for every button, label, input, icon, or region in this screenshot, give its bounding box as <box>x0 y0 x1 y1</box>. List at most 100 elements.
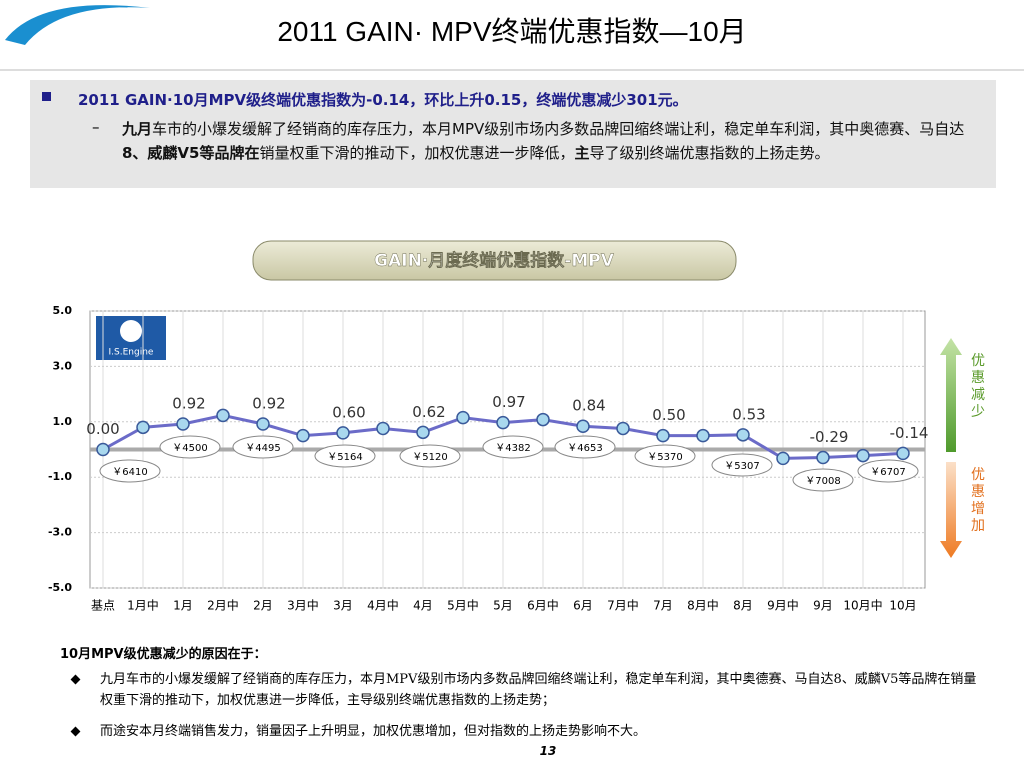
price-label: ￥4653 <box>567 443 602 454</box>
page-number: 13 <box>539 744 557 758</box>
x-tick-label: 10月 <box>889 599 916 613</box>
point <box>576 419 590 433</box>
x-tick-label: 7月 <box>653 599 673 613</box>
value-label: 0.60 <box>332 403 365 421</box>
point <box>856 448 870 463</box>
note-text: 九月车市的小爆发缓解了经销商的库存压力，本月MPV级别市场内多数品牌回缩终端让利… <box>100 672 977 708</box>
value-label: 0.97 <box>492 393 525 411</box>
bullet <box>42 92 51 101</box>
point <box>696 428 710 443</box>
point <box>776 451 790 466</box>
x-tick-label: 4月中 <box>367 598 399 613</box>
point <box>536 412 550 427</box>
y-tick-label: -3.0 <box>48 526 72 539</box>
point <box>616 421 630 436</box>
x-tick-label: 6月中 <box>527 598 559 613</box>
point <box>896 446 910 461</box>
chart-title-banner <box>252 240 737 281</box>
x-tick-label: 10月中 <box>843 598 882 613</box>
value-label: 0.84 <box>572 397 605 415</box>
y-tick-label: -1.0 <box>48 470 72 483</box>
point <box>176 417 190 431</box>
detail-segment: 8、威麟V5等品牌在 <box>122 144 260 162</box>
detail-segment: 销量权重下滑的推动下，加权优惠进一步降低， <box>259 144 575 162</box>
point <box>136 420 150 435</box>
logo-swoosh <box>5 5 150 45</box>
headline: 2011 GAIN·10月MPV级终端优惠指数为-0.14，环比上升0.15，终… <box>78 91 688 109</box>
point <box>656 428 670 443</box>
annotation-char: 增 <box>971 501 985 517</box>
x-tick-label: 6月 <box>573 599 593 613</box>
point <box>456 410 470 425</box>
x-tick-label: 8月 <box>733 599 753 613</box>
x-tick-label: 8月中 <box>687 598 719 613</box>
price-label: ￥5164 <box>327 452 362 463</box>
price-callout <box>792 468 854 492</box>
annotation-char: 减 <box>971 387 985 403</box>
y-tick-label: 3.0 <box>53 359 73 372</box>
point <box>256 417 270 431</box>
value-label: 0.92 <box>252 395 285 413</box>
x-tick-label: 2月中 <box>207 598 239 613</box>
price-label: ￥6707 <box>870 467 905 478</box>
y-tick-label: 1.0 <box>53 415 73 428</box>
x-tick-label: 基点 <box>91 599 115 613</box>
annotation-char: 少 <box>971 404 985 420</box>
price-callout <box>711 453 773 477</box>
value-label: -0.14 <box>890 424 929 442</box>
point <box>336 426 350 440</box>
dash: – <box>92 118 100 136</box>
price-label: ￥7008 <box>805 476 840 487</box>
point <box>216 408 230 423</box>
down-arrow <box>940 462 962 558</box>
price-label: ￥5370 <box>647 452 682 463</box>
value-label: 0.53 <box>732 405 765 423</box>
annotation-char: 优 <box>971 467 985 483</box>
note-text: 而途安本月终端销售发力，销量因子上升明显，加权优惠增加，但对指数的上扬走势影响不… <box>100 724 647 739</box>
chart-title: GAIN·月度终端优惠指数-MPV <box>374 250 615 271</box>
value-label: 0.92 <box>172 395 205 413</box>
detail-segment: 九月 <box>122 120 153 138</box>
value-label: 0.62 <box>412 403 445 421</box>
slide-title: 2011 GAIN· MPV终端优惠指数—10月 <box>277 16 747 47</box>
annotation-char: 惠 <box>971 370 985 386</box>
point <box>816 450 830 465</box>
price-callout <box>857 459 919 483</box>
price-label: ￥5120 <box>412 452 447 463</box>
notes-heading: 10月MPV级优惠减少的原因在于： <box>60 647 267 662</box>
price-label: ￥4495 <box>245 443 280 454</box>
value-label: 0.50 <box>652 406 685 424</box>
price-callout <box>159 435 221 459</box>
price-label: ￥5307 <box>724 461 759 472</box>
x-tick-label: 1月中 <box>127 598 159 613</box>
x-tick-label: 9月 <box>813 599 833 613</box>
x-tick-label: 1月 <box>173 599 193 613</box>
price-callout <box>99 459 161 483</box>
up-arrow <box>940 338 962 452</box>
annotation-char: 惠 <box>971 484 985 500</box>
price-callout <box>314 444 376 468</box>
annotation-char: 加 <box>971 518 985 534</box>
price-label: ￥6410 <box>112 467 147 478</box>
x-tick-label: 9月中 <box>767 598 799 613</box>
point <box>736 428 750 442</box>
detail-segment: 主 <box>574 144 590 162</box>
price-callout <box>554 435 616 459</box>
price-callout <box>634 444 696 468</box>
x-tick-label: 4月 <box>413 599 433 613</box>
value-label: -0.29 <box>810 428 849 446</box>
y-tick-label: 5.0 <box>53 304 73 317</box>
x-tick-label: 5月中 <box>447 598 479 613</box>
price-label: ￥4382 <box>495 443 530 454</box>
x-tick-label: 3月 <box>333 599 353 613</box>
logo-icon <box>120 320 142 342</box>
point <box>416 425 430 440</box>
price-callout <box>399 444 461 468</box>
price-callout <box>482 435 544 459</box>
point <box>96 442 110 457</box>
detail: 九月车市的小爆发缓解了经销商的库存压力，本月MPV级别市场内多数品牌回缩终端让利… <box>122 117 984 165</box>
detail-segment: 导了级别终端优惠指数的上扬走势。 <box>589 144 830 162</box>
logo-text: I.S.Engine <box>109 348 154 358</box>
